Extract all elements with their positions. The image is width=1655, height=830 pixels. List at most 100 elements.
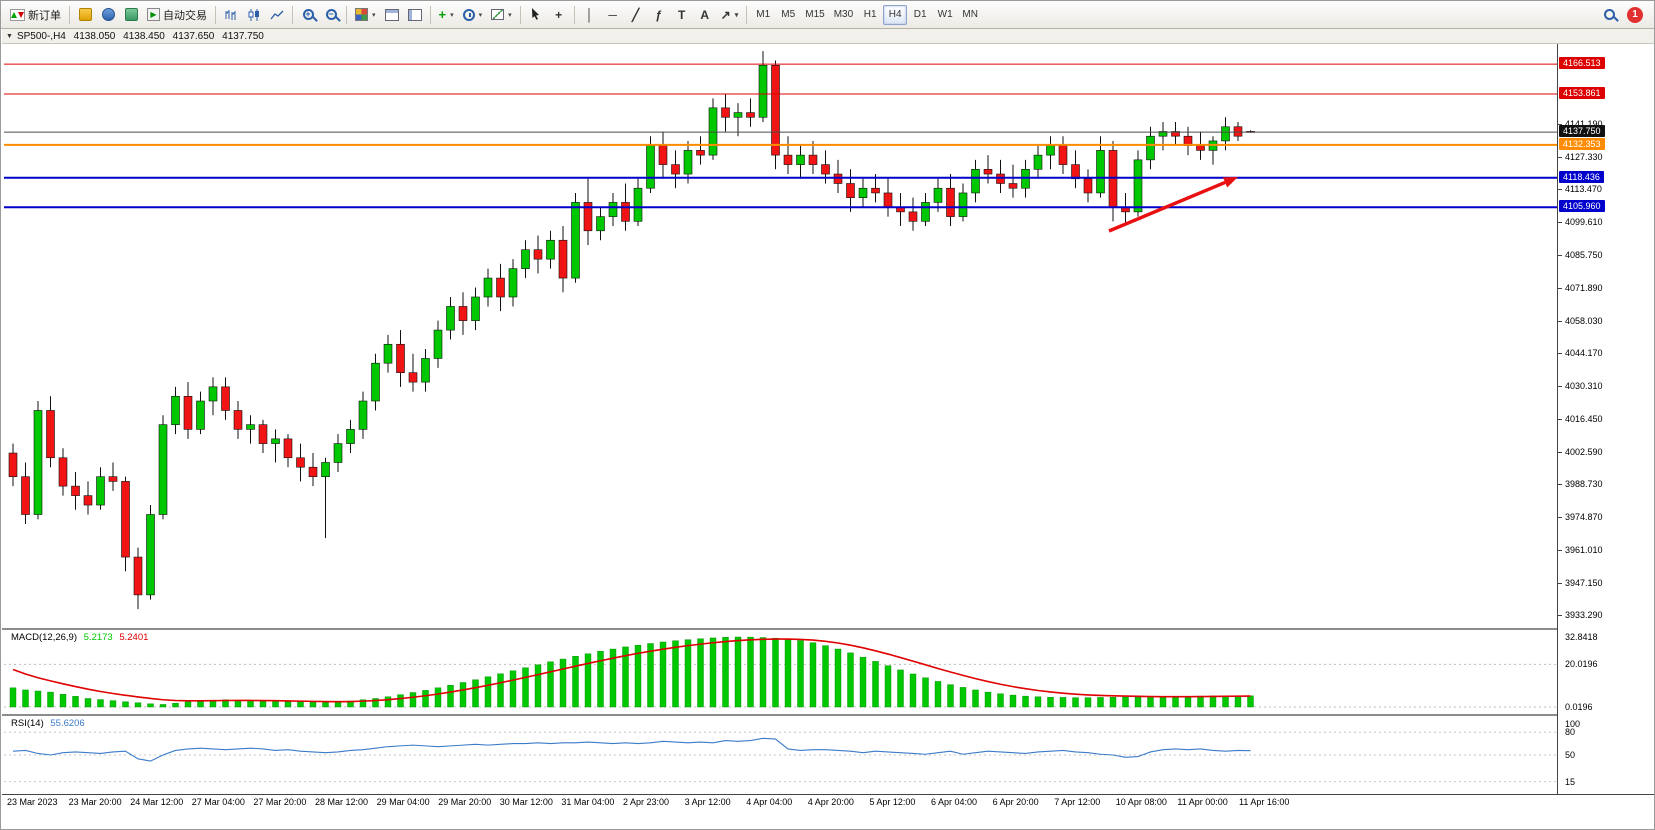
zoom-in-button[interactable]: +: [297, 4, 319, 26]
macd-bar: [1159, 696, 1167, 708]
line-chart-button[interactable]: [266, 4, 288, 26]
tile-windows-button[interactable]: [381, 4, 403, 26]
rsi-label: RSI(14) 55.6206: [9, 718, 87, 729]
candle: [408, 372, 418, 383]
candle: [283, 438, 293, 459]
low-value: 4137.650: [172, 30, 215, 42]
chevron-down-icon: ▾: [450, 11, 454, 19]
timeframe-h1-button[interactable]: H1: [858, 5, 882, 25]
timeframe-m5-button[interactable]: M5: [776, 5, 800, 25]
auto-trading-button[interactable]: ▶ 自动交易: [143, 4, 211, 26]
magnifier-minus-icon: −: [325, 9, 337, 20]
trendline-button[interactable]: ╱: [625, 4, 647, 26]
vertical-line-button[interactable]: │: [579, 4, 601, 26]
signals-button[interactable]: [120, 4, 142, 26]
chart-collapse-icon[interactable]: ▼: [6, 32, 13, 40]
macd-bar: [747, 636, 754, 708]
macd-axis-label: 0.0196: [1565, 701, 1593, 712]
candle: [796, 154, 805, 165]
rsi-line: [12, 737, 1251, 762]
candle: [658, 145, 668, 165]
open-value: 4138.050: [73, 30, 116, 42]
candle: [83, 495, 93, 506]
notifications-badge[interactable]: 1: [1627, 6, 1643, 23]
auto-trading-label: 自动交易: [163, 9, 207, 22]
periods-button[interactable]: ▾: [459, 4, 487, 26]
macd-bar: [372, 698, 379, 708]
macd-bar: [22, 689, 29, 708]
candle: [746, 112, 755, 118]
time-axis-label: 10 Apr 08:00: [1115, 797, 1167, 807]
timeframe-m1-button[interactable]: M1: [751, 5, 775, 25]
macd-axis-label: 20.0196: [1565, 659, 1598, 670]
time-axis-label: 27 Mar 04:00: [191, 797, 245, 807]
candle: [971, 169, 980, 194]
macd-bar: [572, 656, 579, 708]
templates-button[interactable]: ▾: [487, 4, 516, 26]
text-tool-button[interactable]: T: [671, 4, 693, 26]
zoom-out-button[interactable]: −: [320, 4, 342, 26]
macd-bar: [1047, 696, 1054, 708]
cascade-windows-button[interactable]: [404, 4, 426, 26]
timeframe-m15-button[interactable]: M15: [801, 5, 828, 25]
chart-title: SP500-,H4 4138.050 4138.450 4137.650 413…: [17, 31, 269, 42]
cursor-button[interactable]: [525, 4, 547, 26]
chevron-down-icon: ▾: [478, 11, 483, 19]
price-chart[interactable]: [4, 44, 1558, 628]
rsi-panel[interactable]: [4, 717, 1558, 793]
macd-bar: [334, 701, 342, 708]
candle: [58, 457, 68, 487]
horizontal-line-button[interactable]: ─: [602, 4, 624, 26]
symbol-search-button[interactable]: [1598, 4, 1620, 26]
charts-button[interactable]: [74, 4, 96, 26]
price-axis-tick: [1558, 484, 1562, 486]
price-axis-label: 4016.450: [1565, 413, 1603, 424]
macd-bar: [1134, 696, 1142, 708]
new-order-button[interactable]: 新订单: [6, 4, 65, 26]
timeframe-mn-button[interactable]: MN: [958, 5, 982, 25]
macd-panel[interactable]: [4, 631, 1558, 713]
candle: [233, 410, 243, 430]
candle: [1196, 145, 1205, 151]
macd-bar: [184, 701, 192, 708]
macd-bar: [247, 700, 254, 708]
candle: [608, 202, 618, 217]
macd-bar: [1034, 696, 1042, 708]
timeframe-m30-button[interactable]: M30: [830, 5, 857, 25]
macd-bar: [47, 691, 54, 708]
candle: [533, 249, 543, 260]
cascade-windows-icon: [407, 8, 422, 21]
macd-bar: [1009, 694, 1017, 708]
price-axis-label: 4085.750: [1565, 250, 1603, 261]
rsi-splitter[interactable]: [2, 714, 1654, 716]
profile-button[interactable]: [97, 4, 119, 26]
shapes-button[interactable]: ↗ ▾: [717, 4, 743, 26]
timeframe-d1-button[interactable]: D1: [908, 5, 932, 25]
new-chart-button[interactable]: ▾: [351, 4, 380, 26]
timeframe-h4-button[interactable]: H4: [883, 4, 908, 25]
price-line-badge: 4105.960: [1559, 200, 1605, 213]
trendline-icon: ╱: [632, 7, 640, 22]
price-axis-tick: [1558, 189, 1562, 191]
candle: [421, 358, 430, 383]
rsi-axis-label: 15: [1565, 776, 1576, 787]
macd-bar: [597, 650, 604, 708]
price-axis-label: 3933.290: [1565, 610, 1603, 621]
candle: [96, 476, 105, 506]
candle: [446, 306, 455, 331]
macd-bar: [1172, 696, 1179, 708]
candlestick-button[interactable]: [243, 4, 265, 26]
price-axis-tick: [1558, 582, 1562, 584]
candle: [771, 64, 780, 156]
label-tool-button[interactable]: A: [694, 4, 716, 26]
macd-bar: [134, 702, 142, 708]
crosshair-button[interactable]: +: [548, 4, 570, 26]
bar-chart-button[interactable]: [220, 4, 242, 26]
timeframe-w1-button[interactable]: W1: [933, 5, 957, 25]
candle: [258, 424, 268, 444]
toolbar-separator: [69, 5, 70, 24]
close-value: 4137.750: [222, 30, 264, 42]
fibonacci-button[interactable]: ƒ: [648, 4, 670, 26]
macd-splitter[interactable]: [2, 628, 1654, 630]
indicators-button[interactable]: + ▾: [435, 4, 458, 26]
